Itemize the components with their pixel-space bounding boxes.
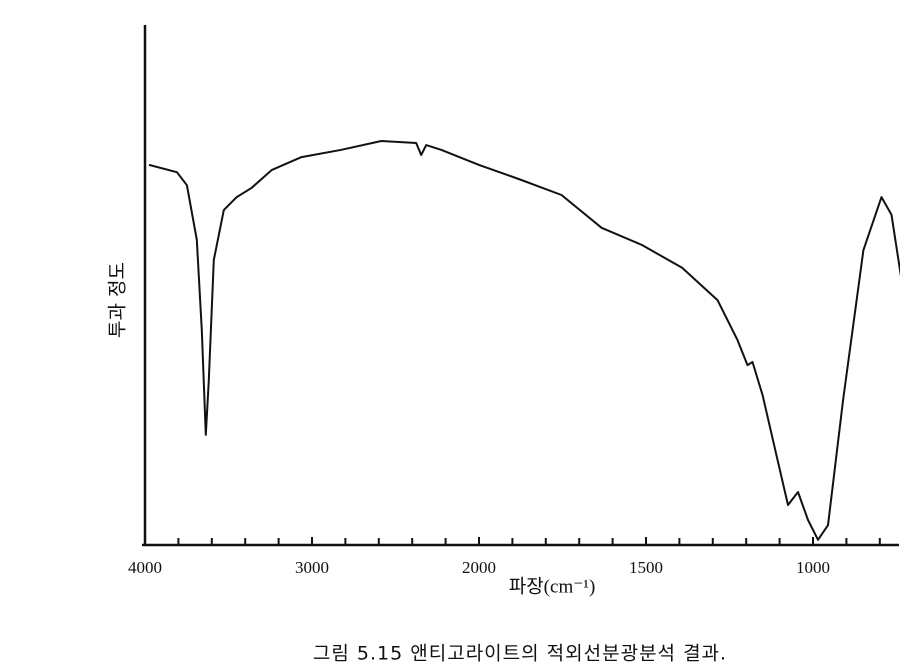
x-tick-label: 2000: [462, 558, 496, 577]
x-axis-label: 파장(cm⁻¹): [509, 575, 596, 597]
y-axis-label: 투과 정도: [107, 262, 129, 338]
x-tick-label: 1000: [796, 558, 830, 577]
spectrum-line: [148, 140, 900, 541]
x-tick-label: 4000: [128, 558, 162, 577]
caption: 그림 5.15 앤티고라이트의 적외선분광분석 결과.: [313, 643, 727, 665]
x-tick-label: 3000: [295, 558, 329, 577]
x-tick-label: 1500: [629, 558, 663, 577]
